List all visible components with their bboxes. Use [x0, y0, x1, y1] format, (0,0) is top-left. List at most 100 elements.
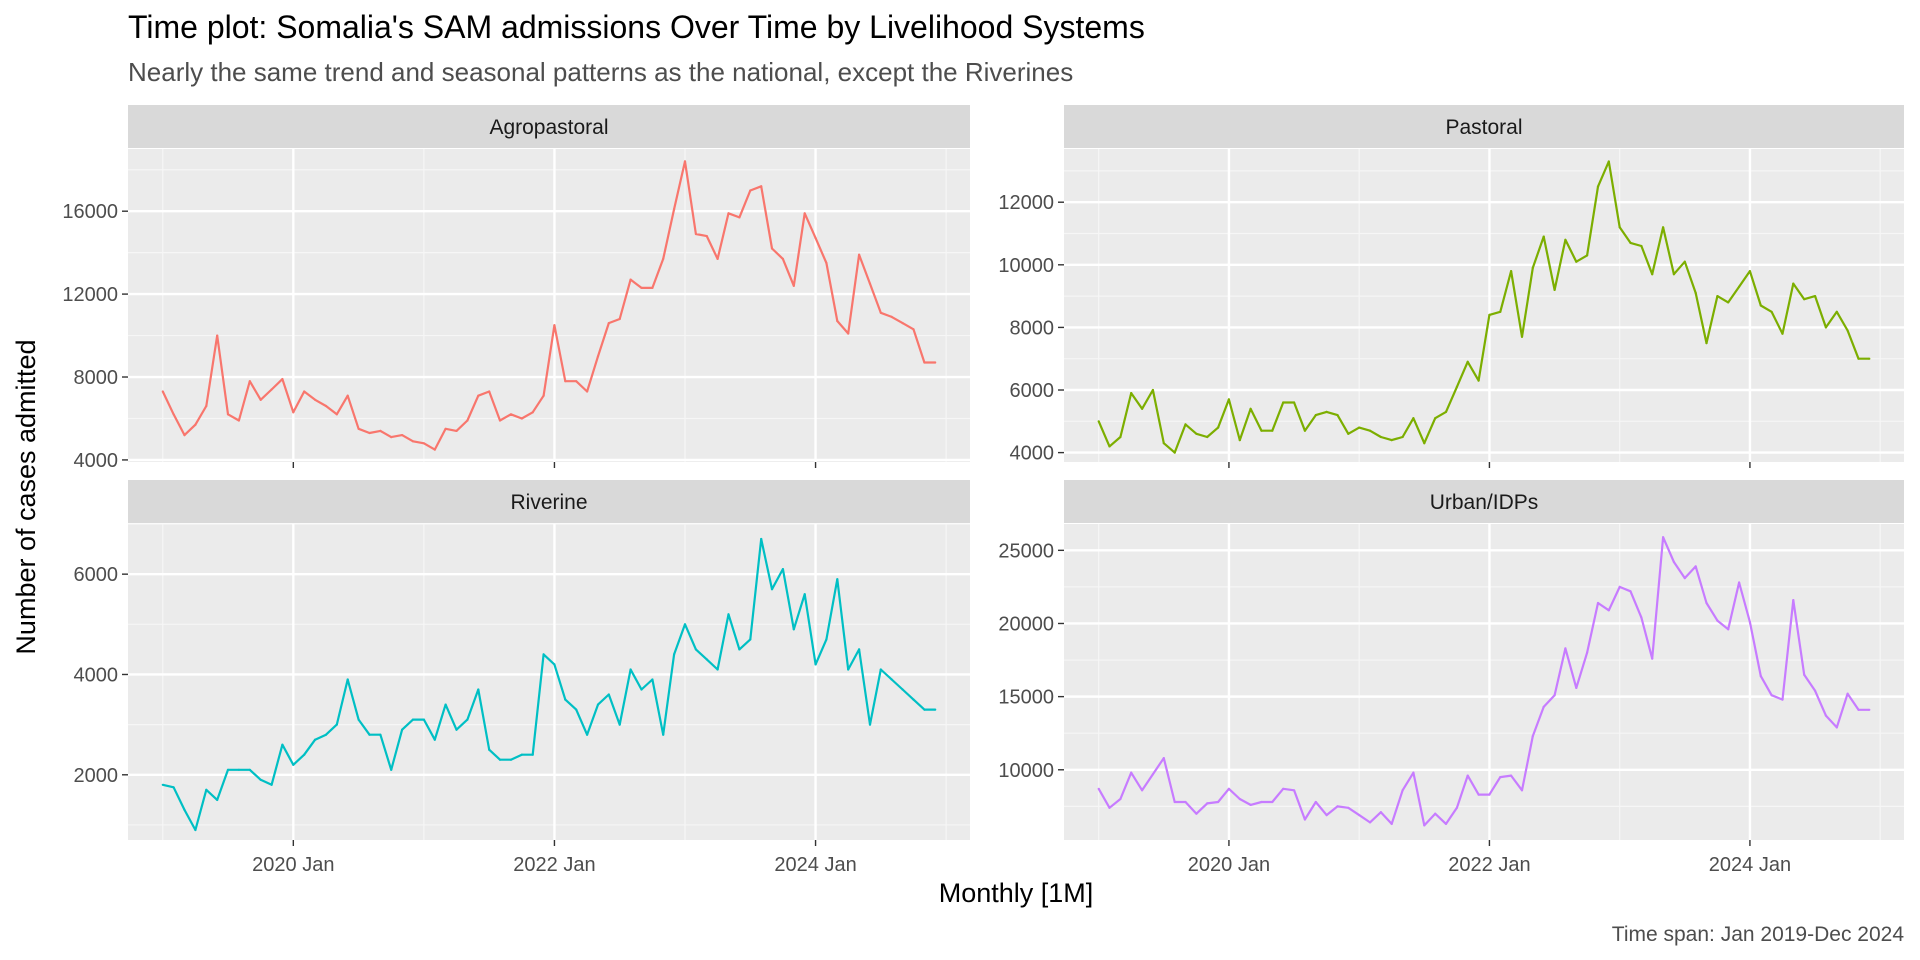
- data-point-pastoral: [1748, 270, 1751, 273]
- data-point-urban-idps: [1303, 818, 1306, 821]
- data-point-urban-idps: [1151, 773, 1154, 776]
- data-point-riverine: [455, 728, 458, 731]
- y-tick-label: 15000: [998, 687, 1054, 709]
- data-point-urban-idps: [1477, 793, 1480, 796]
- data-point-urban-idps: [1510, 774, 1513, 777]
- data-point-agropastoral: [890, 315, 893, 318]
- data-point-urban-idps: [1314, 800, 1317, 804]
- data-point-riverine: [172, 786, 175, 789]
- data-point-riverine: [205, 788, 208, 791]
- data-point-riverine: [934, 708, 937, 711]
- data-point-agropastoral: [716, 257, 719, 260]
- data-point-agropastoral: [346, 394, 349, 397]
- data-point-urban-idps: [1444, 822, 1448, 826]
- data-point-pastoral: [1173, 451, 1176, 454]
- data-point-urban-idps: [1217, 800, 1220, 804]
- data-point-urban-idps: [1423, 824, 1426, 827]
- data-point-urban-idps: [1390, 822, 1393, 826]
- data-point-agropastoral: [640, 286, 643, 289]
- data-point-urban-idps: [1119, 797, 1122, 801]
- data-point-urban-idps: [1141, 789, 1144, 792]
- data-point-agropastoral: [825, 261, 828, 265]
- data-point-urban-idps: [1846, 692, 1849, 695]
- data-point-urban-idps: [1770, 694, 1773, 697]
- data-point-urban-idps: [1260, 800, 1263, 804]
- data-point-pastoral: [1564, 238, 1567, 241]
- data-point-urban-idps: [1162, 757, 1165, 760]
- data-point-agropastoral: [586, 390, 589, 393]
- data-point-pastoral: [1108, 445, 1111, 448]
- data-point-riverine: [390, 768, 393, 771]
- data-point-riverine: [314, 738, 317, 741]
- data-point-urban-idps: [1097, 787, 1100, 790]
- y-tick-label: 8000: [74, 367, 119, 389]
- data-point-urban-idps: [1401, 789, 1404, 792]
- data-point-riverine: [705, 658, 708, 661]
- data-point-urban-idps: [1238, 797, 1241, 801]
- data-point-riverine: [281, 743, 284, 746]
- data-point-pastoral: [1314, 414, 1317, 417]
- data-point-agropastoral: [390, 436, 393, 439]
- data-point-pastoral: [1444, 410, 1448, 413]
- data-point-pastoral: [1781, 332, 1784, 335]
- data-point-pastoral: [1195, 432, 1198, 435]
- data-point-agropastoral: [814, 237, 817, 240]
- y-tick-label: 2000: [74, 765, 119, 787]
- data-point-riverine: [607, 693, 610, 696]
- data-point-urban-idps: [1629, 590, 1632, 593]
- facet-agropastoral: Agropastoral 4000 8000 12000 16000: [62, 105, 970, 472]
- data-point-riverine: [662, 733, 665, 736]
- data-point-agropastoral: [477, 394, 480, 397]
- data-point-pastoral: [1835, 310, 1838, 313]
- data-point-urban-idps: [1520, 789, 1524, 792]
- data-point-riverine: [248, 768, 251, 771]
- data-point-urban-idps: [1358, 814, 1361, 817]
- data-point-agropastoral: [172, 413, 175, 416]
- data-point-pastoral: [1325, 410, 1328, 413]
- data-point-pastoral: [1662, 226, 1665, 229]
- data-point-riverine: [901, 688, 904, 691]
- data-point-riverine: [259, 778, 262, 781]
- data-point-agropastoral: [324, 404, 328, 408]
- y-tick-label: 10000: [998, 760, 1054, 782]
- data-point-pastoral: [1293, 401, 1296, 404]
- data-point-urban-idps: [1466, 774, 1469, 777]
- y-tick-label: 10000: [998, 255, 1054, 277]
- data-point-pastoral: [1347, 432, 1350, 435]
- data-point-pastoral: [1119, 435, 1122, 439]
- data-point-riverine: [226, 768, 230, 771]
- data-point-urban-idps: [1640, 616, 1643, 619]
- data-point-agropastoral: [673, 208, 676, 211]
- data-point-urban-idps: [1759, 675, 1762, 678]
- data-point-urban-idps: [1857, 708, 1860, 711]
- data-point-riverine: [586, 733, 589, 736]
- data-point-urban-idps: [1607, 609, 1610, 612]
- data-point-urban-idps: [1173, 800, 1176, 804]
- data-point-pastoral: [1694, 291, 1697, 295]
- data-point-pastoral: [1260, 429, 1263, 432]
- facet-strip-label-pastoral: Pastoral: [1445, 116, 1522, 139]
- data-point-urban-idps: [1738, 581, 1741, 584]
- series-line-pastoral: [1097, 160, 1870, 454]
- x-tick-label: 2022 Jan: [1448, 854, 1530, 876]
- x-axis-title: Monthly [1M]: [939, 878, 1094, 908]
- facet-strip-label-urban-idps: Urban/IDPs: [1430, 491, 1539, 514]
- data-point-riverine: [368, 733, 371, 736]
- data-point-urban-idps: [1683, 577, 1686, 580]
- data-point-pastoral: [1672, 273, 1675, 276]
- data-point-riverine: [379, 733, 382, 736]
- data-point-agropastoral: [607, 322, 610, 325]
- data-point-riverine: [542, 653, 545, 656]
- data-point-agropastoral: [411, 440, 415, 443]
- data-point-pastoral: [1846, 329, 1849, 332]
- data-point-agropastoral: [694, 232, 698, 236]
- data-point-pastoral: [1336, 414, 1339, 417]
- data-point-pastoral: [1803, 298, 1806, 301]
- data-point-riverine: [292, 763, 295, 766]
- data-point-agropastoral: [498, 419, 502, 422]
- data-point-pastoral: [1520, 335, 1524, 338]
- data-point-agropastoral: [683, 160, 687, 163]
- data-point-urban-idps: [1368, 821, 1372, 824]
- data-point-riverine: [890, 678, 893, 681]
- data-point-riverine: [357, 718, 360, 721]
